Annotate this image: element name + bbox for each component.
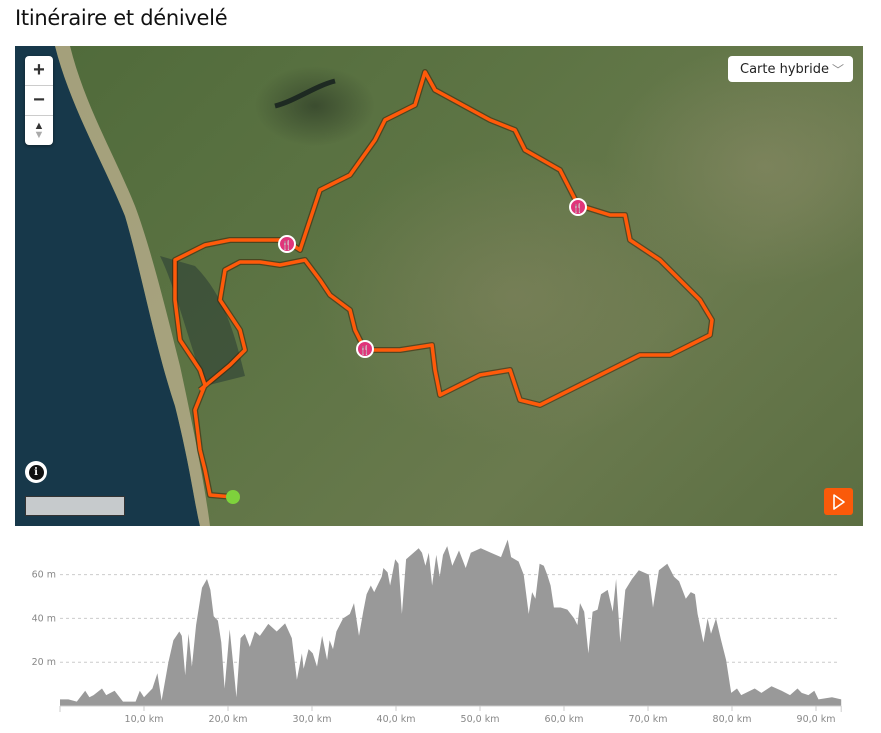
x-tick-label: 80,0 km	[713, 714, 752, 725]
map-layer-label: Carte hybride	[740, 61, 830, 77]
svg-text:🍴: 🍴	[359, 344, 370, 356]
x-tick-label: 40,0 km	[377, 714, 416, 725]
x-tick-label: 30,0 km	[293, 714, 332, 725]
map-layer-select[interactable]: Carte hybride ﹀	[728, 56, 853, 82]
y-tick-label: 40 m	[32, 613, 56, 624]
elevation-area	[60, 539, 842, 706]
x-tick-label: 90,0 km	[797, 714, 836, 725]
x-tick-label: 10,0 km	[125, 714, 164, 725]
zoom-in-button[interactable]: +	[25, 56, 53, 86]
x-tick-label: 50,0 km	[461, 714, 500, 725]
x-tick-label: 70,0 km	[629, 714, 668, 725]
scale-bar	[25, 496, 125, 516]
route-line	[172, 69, 715, 500]
play-route-button[interactable]	[824, 488, 853, 515]
chevron-down-icon: ﹀	[831, 63, 844, 77]
svg-text:🍴: 🍴	[572, 202, 583, 214]
map-imagery: 🍴 🍴 🍴	[15, 46, 715, 526]
x-tick-label: 20,0 km	[209, 714, 248, 725]
elevation-chart[interactable]: 20 m 40 m 60 m 10,0 km 20,0 km 30,0 km 40,0 km…	[0, 530, 881, 733]
route-map[interactable]: 🍴 🍴 🍴 + − ▲ ▼ Carte hybride ﹀ i	[15, 46, 863, 526]
page-title: Itinéraire et dénivelé	[15, 6, 228, 30]
y-tick-label: 60 m	[32, 570, 56, 581]
restaurant-marker[interactable]: 🍴	[278, 235, 296, 253]
info-button[interactable]: i	[25, 461, 47, 483]
svg-text:🍴: 🍴	[281, 239, 292, 251]
zoom-controls: + − ▲ ▼	[25, 56, 53, 145]
start-marker[interactable]	[226, 490, 240, 504]
x-tick-label: 60,0 km	[545, 714, 584, 725]
restaurant-marker[interactable]: 🍴	[356, 340, 374, 358]
play-icon	[832, 493, 845, 510]
restaurant-marker[interactable]: 🍴	[569, 198, 587, 216]
compass-button[interactable]: ▲ ▼	[25, 116, 53, 145]
compass-icon: ▲	[33, 119, 45, 132]
info-icon: i	[28, 464, 44, 480]
y-tick-label: 20 m	[32, 657, 56, 668]
compass-south-icon: ▼	[33, 128, 45, 141]
zoom-out-button[interactable]: −	[25, 86, 53, 116]
